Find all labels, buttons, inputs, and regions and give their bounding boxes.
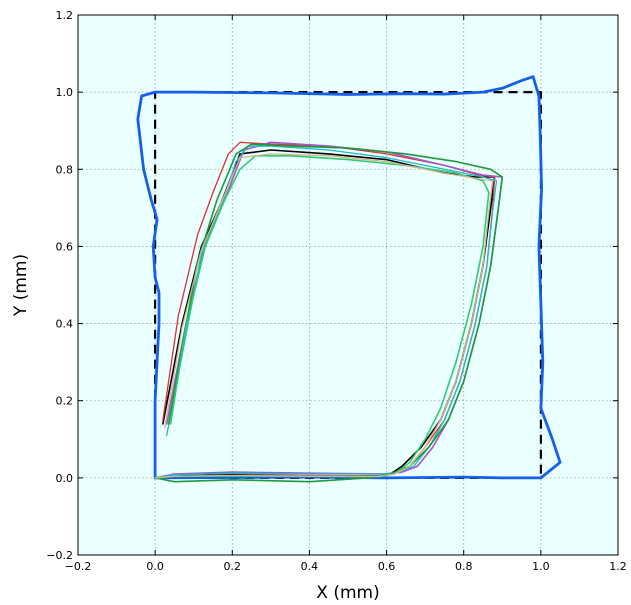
plot-frame [77,14,619,556]
series-line-2 [136,75,562,480]
x-tick-label: 0.0 [146,560,164,573]
y-tick-label: 0.2 [56,395,74,408]
x-tick-label: 1.0 [532,560,550,573]
x-tick-label: 0.2 [224,560,242,573]
y-tick-label: 1.0 [56,86,74,99]
y-tick-label: 0.6 [56,240,74,253]
x-tick-label: 1.2 [609,560,627,573]
x-tick-label: 0.6 [378,560,396,573]
y-tick-labels: −0.2 0.0 0.2 0.4 0.6 0.8 1.0 1.2 [46,9,73,562]
series-line-7 [154,143,504,483]
x-tick-labels: −0.2 0.0 0.2 0.4 0.6 0.8 1.0 1.2 [65,560,627,573]
y-axis-label: Y (mm) [11,254,31,317]
x-axis-label: X (mm) [316,583,379,603]
ticks [77,14,619,556]
series-line-9 [154,153,494,479]
y-tick-label: 0.8 [56,163,74,176]
x-tick-label: 0.4 [301,560,319,573]
x-tick-label: 0.8 [455,560,473,573]
plot-background [78,15,618,555]
series-line-6 [154,145,498,479]
y-tick-label: −0.2 [46,549,73,562]
x-tick-label: −0.2 [65,560,92,573]
y-tick-label: 0.0 [56,472,74,485]
y-tick-label: 0.4 [56,318,74,331]
series-group [136,75,562,483]
y-tick-label: 1.2 [56,9,74,22]
